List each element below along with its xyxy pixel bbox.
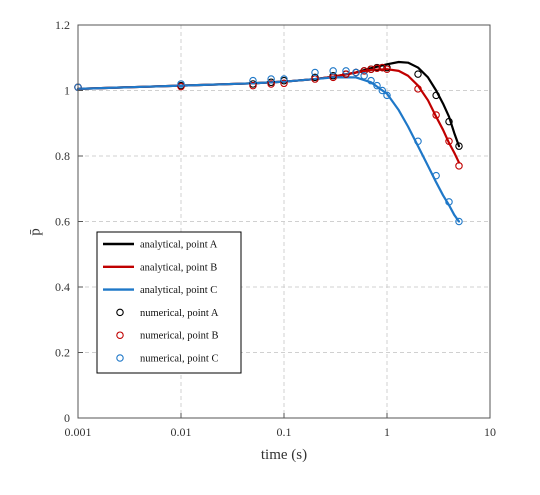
legend-label-numerical-point-b: numerical, point B bbox=[140, 331, 218, 342]
data-point-numerical-point-b bbox=[267, 80, 275, 88]
y-tick-label: 1 bbox=[64, 84, 70, 98]
data-point-numerical-point-c bbox=[352, 68, 360, 77]
data-point-numerical-point-a bbox=[455, 142, 463, 150]
x-tick-label: 0.01 bbox=[171, 425, 192, 439]
legend: analytical, point A analytical, point B an… bbox=[96, 231, 242, 374]
data-point-numerical-point-c bbox=[249, 76, 257, 85]
data-point-numerical-point-b bbox=[445, 137, 453, 146]
data-point-numerical-point-c bbox=[267, 75, 275, 83]
y-tick-label: 0 bbox=[64, 411, 70, 425]
data-point-numerical-point-b bbox=[378, 63, 387, 72]
data-point-numerical-point-c bbox=[383, 91, 391, 100]
x-tick-label: 1 bbox=[384, 425, 390, 439]
data-point-numerical-point-c bbox=[329, 67, 337, 75]
y-tick-label: 0.2 bbox=[55, 346, 70, 360]
x-tick-label: 0.001 bbox=[65, 425, 92, 439]
data-point-numerical-point-c bbox=[455, 217, 463, 226]
data-point-numerical-point-b bbox=[177, 82, 185, 91]
x-tick-label: 10 bbox=[484, 425, 496, 439]
data-point-numerical-point-c bbox=[280, 75, 288, 83]
legend-label-analytical-point-a: analytical, point A bbox=[140, 240, 218, 251]
legend-label-analytical-point-c: analytical, point C bbox=[140, 285, 217, 296]
series-line-analytical-point-c bbox=[76, 76, 461, 223]
data-point-numerical-point-b bbox=[249, 81, 257, 90]
data-point-numerical-point-c bbox=[342, 67, 350, 75]
data-point-numerical-point-a bbox=[414, 70, 422, 78]
data-point-numerical-point-a bbox=[445, 117, 453, 126]
data-point-numerical-point-b bbox=[414, 85, 422, 93]
axis-ticks: 0 0.2 0.4 0.6 0.8 1 1.2 0.001 0.01 0.1 1 10 bbox=[55, 18, 496, 439]
data-point-numerical-point-b bbox=[342, 70, 350, 78]
legend-label-numerical-point-c: numerical, point C bbox=[140, 354, 218, 365]
x-tick-label: 0.1 bbox=[277, 425, 292, 439]
data-point-numerical-point-c bbox=[311, 68, 319, 77]
legend-box bbox=[96, 231, 242, 374]
legend-label-analytical-point-b: analytical, point B bbox=[140, 262, 217, 273]
y-axis-label: p̄ bbox=[27, 228, 43, 236]
data-point-numerical-point-c bbox=[367, 76, 375, 85]
legend-swatch-numerical-point-b bbox=[116, 331, 124, 339]
y-tick-label: 1.2 bbox=[55, 18, 70, 32]
data-point-numerical-point-c bbox=[177, 80, 185, 88]
data-point-numerical-point-b bbox=[432, 111, 440, 119]
legend-swatch-numerical-point-a bbox=[116, 308, 124, 317]
data-point-numerical-point-c bbox=[432, 171, 440, 180]
y-tick-label: 0.8 bbox=[55, 149, 70, 163]
y-tick-label: 0.4 bbox=[55, 280, 70, 294]
data-point-numerical-point-c bbox=[445, 198, 453, 206]
data-point-numerical-point-c bbox=[373, 81, 381, 90]
legend-swatch-numerical-point-c bbox=[116, 354, 124, 362]
data-point-numerical-point-b bbox=[360, 67, 368, 75]
data-point-numerical-point-b bbox=[280, 79, 288, 88]
data-point-numerical-point-b bbox=[383, 65, 391, 73]
data-point-numerical-point-c bbox=[378, 86, 387, 95]
legend-label-numerical-point-a: numerical, point A bbox=[140, 308, 219, 319]
x-axis-label: time (s) bbox=[261, 447, 307, 463]
data-point-numerical-point-c bbox=[414, 137, 422, 146]
data-point-numerical-point-b bbox=[373, 64, 381, 72]
data-point-numerical-point-a bbox=[432, 91, 440, 100]
data-point-numerical-point-c bbox=[360, 72, 368, 80]
data-point-numerical-point-b bbox=[455, 162, 463, 170]
y-tick-label: 0.6 bbox=[55, 215, 70, 229]
